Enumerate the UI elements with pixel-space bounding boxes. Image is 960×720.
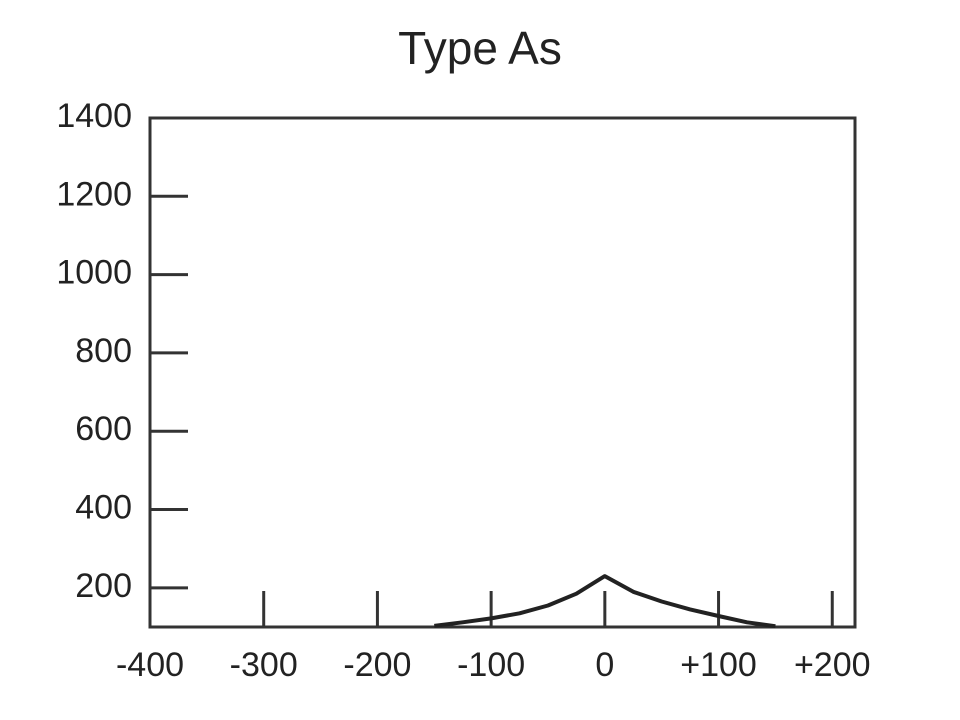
x-tick-label: -300	[230, 646, 298, 684]
y-tick-label: 1400	[56, 97, 132, 135]
chart-title: Type As	[398, 22, 562, 74]
x-tick-label: +200	[794, 646, 871, 684]
y-tick-label: 1000	[56, 254, 132, 292]
x-tick-label: +100	[680, 646, 757, 684]
y-tick-label: 800	[75, 332, 132, 370]
plot-frame	[148, 116, 857, 629]
y-tick-label: 400	[75, 489, 132, 527]
y-tick-label: 600	[75, 410, 132, 448]
y-tick-label: 200	[75, 567, 132, 605]
data-line	[434, 574, 776, 629]
y-tick-label: 1200	[56, 175, 132, 213]
x-tick-label: 0	[595, 646, 614, 684]
x-tick-label: -400	[116, 646, 184, 684]
x-tick-label: -200	[343, 646, 411, 684]
x-tick-label: -100	[457, 646, 525, 684]
